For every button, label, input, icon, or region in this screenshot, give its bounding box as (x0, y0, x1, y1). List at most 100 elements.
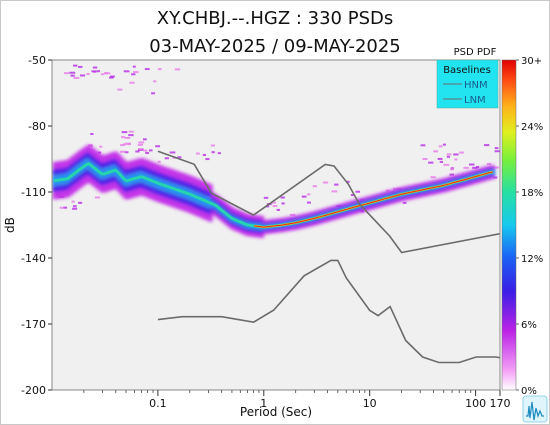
pdf-sparse-point (100, 73, 105, 76)
colorbar-tick-label: 24% (521, 122, 543, 133)
baselines-legend[interactable]: Baselines HNM LNM (436, 59, 499, 109)
psd-pdf-density (52, 64, 500, 238)
psd-mode-core (53, 161, 493, 229)
pdf-sparse-point (442, 143, 446, 146)
pdf-sparse-point (420, 144, 426, 147)
pdf-sparse-point (211, 151, 215, 154)
pdf-sparse-point (487, 162, 492, 165)
pdf-sparse-point (121, 131, 128, 134)
pdf-sparse-point (155, 145, 161, 148)
logo-icon (522, 395, 548, 423)
pdf-sparse-point (494, 150, 500, 153)
pdf-sparse-point (272, 204, 278, 207)
pdf-sparse-point (334, 183, 339, 186)
pdf-sparse-point (454, 158, 458, 161)
pdf-sparse-point (493, 176, 498, 179)
x-tick-label: 170 (490, 397, 511, 410)
pdf-sparse-point (350, 194, 355, 197)
y-axis-label: dB (3, 217, 17, 233)
pdf-sparse-point (86, 72, 90, 75)
pdf-sparse-point (157, 68, 162, 71)
pdf-sparse-point (433, 150, 439, 153)
x-tick-label: 100 (465, 397, 486, 410)
pdf-sparse-point (196, 152, 200, 155)
pdf-sparse-point (124, 151, 129, 154)
colorbar-tick-label: 18% (521, 188, 543, 199)
colorbar (501, 59, 517, 391)
colorbar-tick-label: 30+ (521, 56, 542, 67)
pdf-sparse-point (73, 205, 77, 208)
pdf-sparse-point (217, 152, 221, 155)
pdf-sparse-point (149, 149, 153, 152)
pdf-sparse-point (121, 136, 126, 139)
pdf-sparse-point (120, 150, 127, 153)
pdf-sparse-point (151, 92, 156, 95)
pdf-sparse-point (138, 141, 145, 144)
chart-subtitle: 03-MAY-2025 / 09-MAY-2025 (149, 36, 401, 57)
pdf-sparse-point (117, 88, 123, 91)
baseline-curves (157, 150, 500, 364)
pdf-sparse-point (145, 151, 150, 154)
pdf-sparse-point (72, 207, 78, 210)
pdf-sparse-point (174, 68, 181, 71)
pdf-sparse-point (142, 138, 147, 141)
pdf-sparse-point (105, 72, 111, 75)
pdf-sparse-point (484, 144, 490, 147)
y-tick-label: -140 (21, 252, 46, 265)
pdf-sparse-point (164, 157, 169, 160)
pdf-sparse-point (205, 158, 210, 161)
pdf-sparse-point (453, 153, 459, 156)
y-tick-label: -80 (28, 120, 46, 133)
pdf-sparse-point (177, 156, 182, 159)
pdf-sparse-point (78, 201, 83, 204)
pdf-sparse-point (72, 64, 78, 67)
baseline-lnm-line (157, 259, 500, 364)
pdf-sparse-point (129, 81, 135, 84)
legend-title: Baselines (443, 65, 491, 76)
pdf-sparse-point (393, 187, 398, 190)
pdf-sparse-point (307, 193, 311, 196)
y-tick-label: -200 (21, 384, 46, 397)
pdf-sparse-point (143, 149, 148, 152)
pdf-sparse-point (132, 65, 136, 68)
pdf-sparse-point (472, 166, 478, 169)
baseline-hnm-line (157, 150, 500, 254)
plot-frame (51, 59, 501, 391)
pdf-sparse-point (430, 176, 436, 179)
pdf-sparse-point (402, 201, 407, 204)
pdf-sparse-point (78, 65, 83, 68)
legend-hnm-label: HNM (464, 80, 488, 91)
pdf-sparse-point (428, 161, 434, 164)
pdf-sparse-point (210, 144, 215, 147)
pdf-sparse-point (450, 167, 454, 170)
pdf-sparse-point (92, 66, 98, 69)
pdf-sparse-point (132, 71, 139, 74)
pdf-sparse-point (128, 134, 134, 137)
pdf-sparse-point (59, 206, 63, 209)
x-tick-label: 10 (363, 397, 377, 410)
pdf-sparse-point (463, 166, 469, 169)
pdf-sparse-point (385, 189, 390, 192)
pdf-sparse-point (271, 201, 276, 204)
pdf-sparse-point (322, 181, 329, 184)
pdf-sparse-point (128, 130, 134, 133)
pdf-sparse-point (422, 157, 428, 160)
pdf-sparse-point (459, 151, 464, 154)
pdf-sparse-point (443, 163, 450, 166)
pdf-sparse-point (120, 144, 125, 147)
pdf-sparse-point (450, 168, 455, 171)
pdf-sparse-point (438, 145, 443, 148)
x-tick-label: 0.1 (149, 397, 167, 410)
pdf-sparse-point (73, 76, 80, 79)
pdf-sparse-point (99, 145, 103, 148)
x-axis-label: Period (Sec) (240, 405, 312, 419)
pdf-sparse-point (306, 201, 311, 204)
colorbar-ticks: 0% 6% 12% 18% 24% 30+ (516, 56, 543, 397)
pdf-sparse-point (69, 71, 76, 74)
pdf-sparse-point (96, 70, 101, 73)
pdf-sparse-point (449, 173, 455, 176)
pdf-sparse-point (63, 206, 68, 209)
colorbar-tick-label: 12% (521, 254, 543, 265)
pdf-sparse-point (301, 195, 307, 198)
